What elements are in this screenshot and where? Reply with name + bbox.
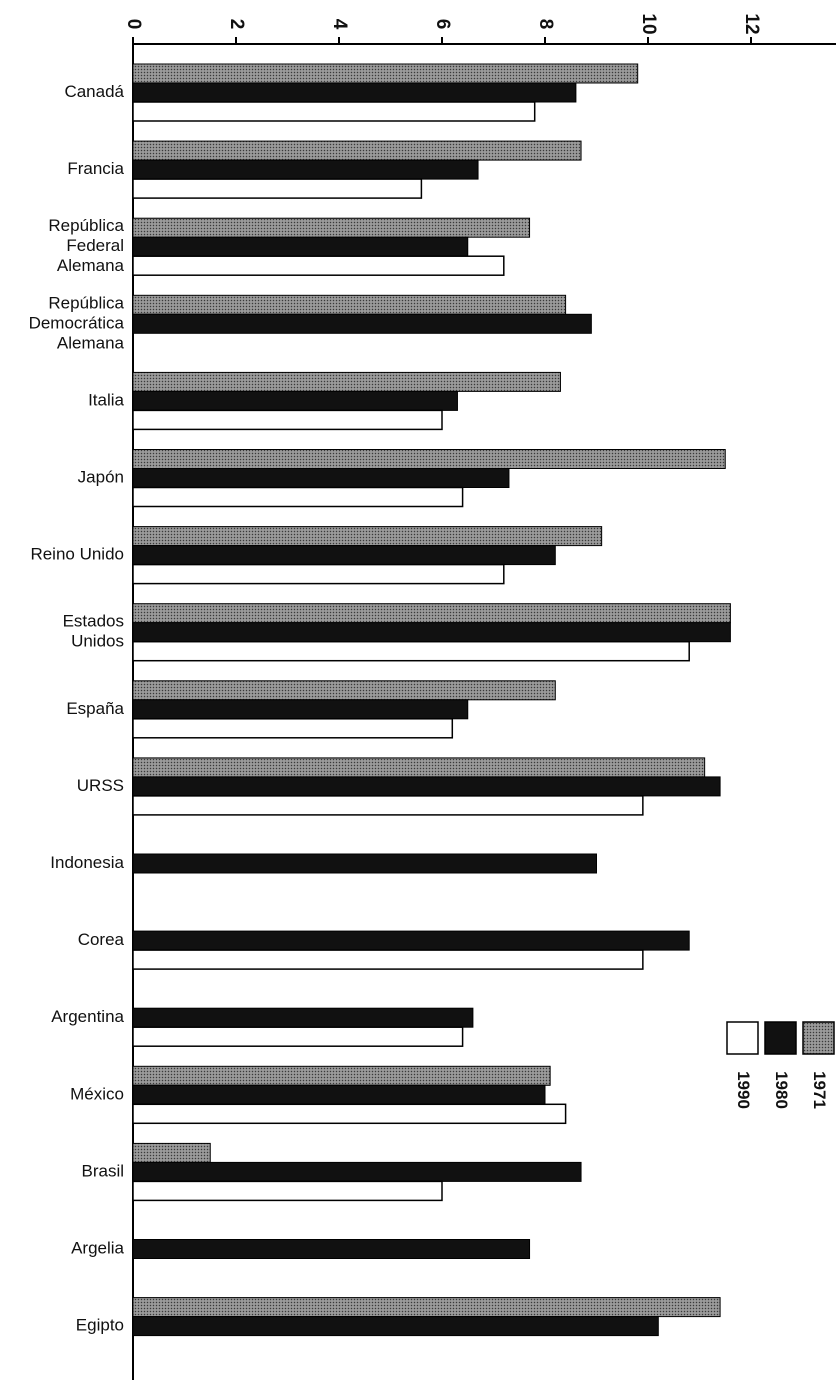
category-label: República Federal Alemana — [48, 216, 124, 275]
bar-1980 — [132, 930, 690, 951]
bar-1990 — [132, 718, 454, 739]
bar-1980 — [132, 1007, 474, 1028]
bar-1971 — [132, 680, 556, 701]
x-tick-label: 10 — [638, 13, 659, 34]
bar-1990 — [132, 178, 423, 199]
category-label: Estados Unidos — [63, 612, 124, 651]
bar-1990 — [132, 795, 644, 816]
bar-1971 — [132, 1142, 211, 1163]
category-label: Canadá — [64, 82, 124, 101]
category-label: España — [66, 699, 124, 718]
category-label: Argelia — [71, 1238, 124, 1257]
bar-1980 — [132, 82, 577, 103]
x-tick-label: 4 — [329, 19, 350, 30]
bar-1980 — [132, 1316, 659, 1337]
category-label: Brasil — [81, 1161, 124, 1180]
category-label: Francia — [67, 159, 124, 178]
category-label: República Democrática Alemana — [29, 293, 125, 352]
bar-1971 — [132, 371, 561, 392]
legend: 1990 1980 1971 — [726, 1021, 835, 1109]
bar-1971 — [132, 1297, 721, 1318]
x-tick-label: 8 — [535, 19, 556, 30]
x-tick-label: 6 — [432, 19, 453, 30]
bar-1990 — [132, 101, 536, 122]
bar-1990 — [132, 1180, 443, 1202]
bar-1971 — [132, 449, 726, 469]
bar-1971 — [132, 294, 567, 315]
bar-1971 — [132, 217, 531, 238]
bar-1990 — [132, 255, 505, 276]
bar-1980 — [132, 776, 721, 797]
bar-1971 — [132, 140, 582, 161]
bar-1990 — [132, 486, 464, 508]
bar-1980 — [132, 236, 469, 257]
bars — [132, 63, 731, 1337]
bar-1980 — [132, 622, 731, 643]
category-label: Egipto — [76, 1316, 124, 1335]
legend-swatch-1990 — [726, 1021, 759, 1055]
bar-1980 — [132, 1239, 531, 1259]
category-label: Indonesia — [50, 853, 124, 872]
category-label: Corea — [78, 930, 125, 949]
legend-label-1971: 1971 — [810, 1071, 829, 1109]
legend-label-1980: 1980 — [772, 1071, 791, 1109]
bar-1980 — [132, 1161, 582, 1182]
bar-1980 — [132, 853, 597, 874]
bar-1980 — [132, 468, 510, 488]
bar-1990 — [132, 1103, 567, 1125]
legend-swatch-1980 — [764, 1021, 797, 1055]
x-tick-label: 12 — [741, 13, 762, 34]
category-labels: Canadá Francia República Federal Alemana Repú… — [29, 82, 125, 1335]
category-label: URSS — [77, 776, 124, 795]
bar-1980 — [132, 390, 458, 411]
bar-1990 — [132, 563, 505, 585]
category-label: Argentina — [51, 1007, 124, 1026]
bar-1990 — [132, 1026, 464, 1047]
bar-1971 — [132, 63, 639, 84]
bar-1980 — [132, 699, 469, 720]
bar-1980 — [132, 545, 556, 566]
bar-1980 — [132, 159, 479, 180]
legend-swatch-1971 — [802, 1021, 835, 1055]
x-tick-label: 2 — [226, 19, 247, 30]
bar-1980 — [132, 313, 592, 334]
x-tick-label: 0 — [123, 19, 144, 30]
category-label: México — [70, 1084, 124, 1103]
bar-1971 — [132, 526, 603, 547]
bar-1971 — [132, 1065, 551, 1086]
bar-1990 — [132, 949, 644, 970]
category-label: Italia — [88, 390, 124, 409]
bar-1980 — [132, 1084, 546, 1105]
bar-1971 — [132, 603, 731, 624]
bar-1990 — [132, 640, 690, 662]
legend-label-1990: 1990 — [734, 1071, 753, 1109]
bar-1990 — [132, 409, 443, 431]
category-label: Reino Unido — [30, 545, 124, 564]
category-label: Japón — [78, 467, 124, 486]
bar-1971 — [132, 757, 706, 778]
